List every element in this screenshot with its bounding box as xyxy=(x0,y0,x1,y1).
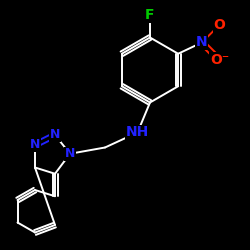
Text: O: O xyxy=(214,18,225,32)
Text: N: N xyxy=(196,36,208,50)
Text: F: F xyxy=(145,8,155,22)
Text: O⁻: O⁻ xyxy=(210,53,229,67)
Text: N: N xyxy=(65,147,75,160)
Text: N: N xyxy=(30,138,40,151)
Text: N: N xyxy=(50,128,60,141)
Text: NH: NH xyxy=(126,126,149,140)
